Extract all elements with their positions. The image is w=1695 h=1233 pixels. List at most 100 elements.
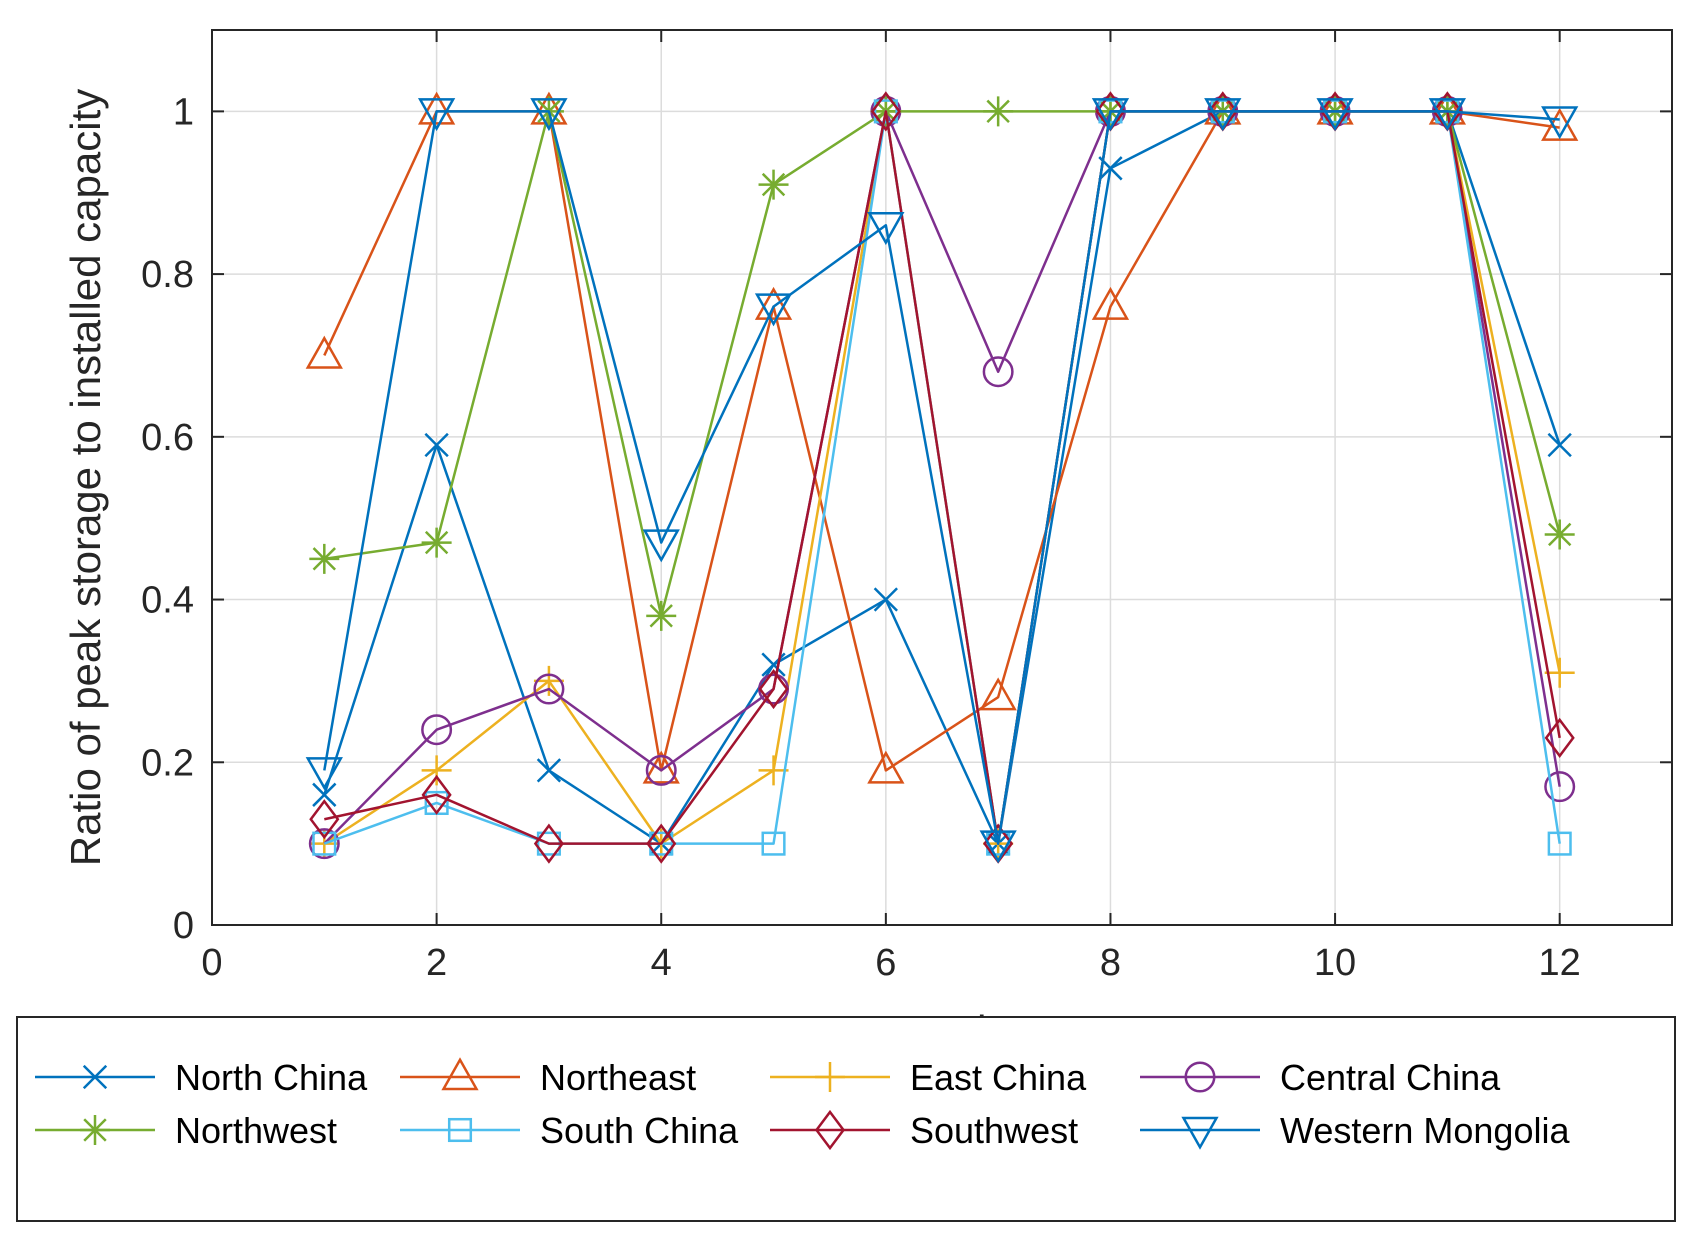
data-point-north-china [761, 652, 786, 677]
legend-entry-south-china: South China [400, 1110, 739, 1151]
y-tick-label: 0.2 [141, 742, 194, 784]
data-point-northeast [417, 91, 456, 125]
legend-marker [447, 1117, 473, 1143]
data-point-western-mongolia [1541, 106, 1579, 140]
x-tick-label: 0 [201, 942, 222, 984]
data-point-north-china [1547, 432, 1572, 458]
data-point-central-china [308, 828, 340, 860]
data-point-south-china [1547, 831, 1572, 856]
legend-label: Central China [1280, 1057, 1501, 1098]
x-tick-label: 12 [1539, 942, 1581, 984]
data-point-northeast [1541, 107, 1579, 141]
data-point-western-mongolia [1091, 98, 1130, 132]
data-point-northwest [1544, 519, 1575, 550]
data-point-western-mongolia [305, 757, 343, 791]
data-point-northeast [642, 750, 680, 784]
data-point-northwest [421, 527, 452, 558]
data-point-southwest [870, 91, 901, 132]
legend-label: Western Mongolia [1280, 1110, 1570, 1151]
y-tick-label: 0 [173, 905, 194, 947]
legend-label: North China [175, 1057, 368, 1098]
legend: North China Northeast East China Central Ch… [16, 1016, 1676, 1222]
legend-entry-southwest: Southwest [770, 1109, 1078, 1151]
x-tick-label: 6 [875, 942, 896, 984]
legend-marker [82, 1064, 108, 1090]
data-point-southwest [533, 823, 564, 864]
data-point-north-china [312, 782, 337, 807]
legend-label: East China [910, 1057, 1087, 1098]
y-tick-label: 0.4 [141, 580, 194, 622]
x-tick-label: 2 [426, 942, 447, 984]
data-point-southwest [1544, 717, 1575, 758]
legend-label: Southwest [910, 1110, 1078, 1151]
series-northeast [305, 91, 1579, 784]
axis-ticks: 0 2 4 6 8 10 12 0 0.2 0.4 0.6 0.8 1 [141, 30, 1672, 984]
legend-marker [1184, 1061, 1216, 1093]
data-point-central-china [645, 754, 677, 786]
data-point-northeast [867, 750, 905, 784]
data-point-east-china [533, 665, 564, 696]
x-tick-label: 10 [1314, 942, 1356, 984]
legend-entry-northwest: Northwest [35, 1110, 337, 1151]
data-point-north-china [873, 587, 898, 612]
legend-box [16, 1016, 1676, 1222]
y-tick-label: 1 [173, 91, 194, 133]
data-point-southwest [421, 774, 452, 815]
series-northwest [309, 96, 1575, 631]
legend-marker [814, 1109, 846, 1151]
data-point-north-china [424, 432, 449, 458]
y-axis-title: Ratio of peak storage to installed capac… [62, 89, 109, 866]
data-point-central-china [533, 673, 565, 705]
series-western-mongolia [305, 98, 1579, 864]
x-tick-label: 4 [651, 942, 672, 984]
data-point-western-mongolia [1316, 98, 1354, 132]
legend-label: Northeast [540, 1057, 696, 1098]
legend-marker [80, 1115, 110, 1145]
series-line-northeast [323, 110, 1560, 772]
data-point-northwest [646, 600, 677, 631]
legend-marker [1181, 1116, 1219, 1150]
data-point-western-mongolia [754, 293, 793, 327]
data-point-south-china [761, 831, 786, 856]
legend-marker [815, 1062, 845, 1092]
legend-entry-north-china: North China [35, 1057, 368, 1098]
data-point-northwest [983, 96, 1014, 127]
y-tick-label: 0.6 [141, 417, 194, 459]
series-layer [305, 91, 1579, 864]
legend-label: Northwest [175, 1110, 337, 1151]
data-point-western-mongolia [642, 529, 680, 563]
data-point-central-china [1544, 771, 1576, 803]
data-point-western-mongolia [530, 98, 568, 132]
data-point-north-china [536, 758, 562, 783]
series-line-western-mongolia [323, 110, 1560, 845]
legend-entry-central-china: Central China [1140, 1057, 1501, 1098]
legend-marker [441, 1057, 479, 1091]
data-point-east-china [421, 755, 452, 786]
data-point-northwest [309, 543, 340, 574]
y-tick-label: 0.8 [141, 254, 194, 296]
data-point-northwest [758, 169, 789, 200]
data-point-east-china [1544, 657, 1575, 688]
x-tick-label: 8 [1100, 942, 1121, 984]
plot-area-frame [211, 29, 1673, 926]
data-point-south-china [312, 831, 337, 856]
legend-entry-northeast: Northeast [400, 1057, 696, 1098]
data-point-central-china [421, 714, 453, 746]
data-point-northeast [1091, 286, 1130, 320]
data-point-western-mongolia [1428, 98, 1467, 132]
data-point-northeast [979, 677, 1017, 711]
legend-entry-east-china: East China [770, 1057, 1087, 1098]
data-point-northeast [305, 335, 343, 369]
legend-entry-western-mongolia: Western Mongolia [1140, 1110, 1570, 1151]
data-point-western-mongolia [979, 830, 1017, 864]
data-point-southwest [646, 823, 677, 864]
series-southwest [309, 91, 1575, 864]
data-point-western-mongolia [417, 98, 456, 132]
data-point-central-china [982, 356, 1014, 388]
data-point-southwest [309, 799, 340, 840]
data-point-northeast [754, 286, 793, 320]
legend-label: South China [540, 1110, 739, 1151]
data-point-western-mongolia [867, 212, 905, 246]
data-point-south-china [873, 99, 898, 124]
